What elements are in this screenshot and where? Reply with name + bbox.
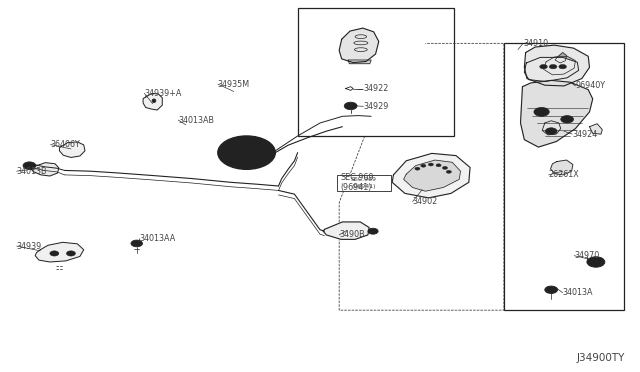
Circle shape — [540, 64, 547, 69]
Polygon shape — [550, 160, 573, 175]
Circle shape — [545, 128, 557, 135]
Circle shape — [436, 164, 441, 167]
Text: 34902: 34902 — [413, 197, 438, 206]
Text: 34013B: 34013B — [17, 167, 47, 176]
Bar — [298, 8, 454, 136]
Text: 34013AA: 34013AA — [140, 234, 176, 243]
Circle shape — [561, 116, 573, 123]
Circle shape — [67, 251, 76, 256]
Text: SEC.969
(96941): SEC.969 (96941) — [351, 177, 377, 189]
Text: 34939+A: 34939+A — [145, 89, 182, 98]
Polygon shape — [143, 93, 163, 110]
Circle shape — [420, 164, 426, 167]
Circle shape — [559, 64, 566, 69]
Text: 26261X: 26261X — [548, 170, 579, 179]
Circle shape — [534, 108, 549, 116]
Ellipse shape — [152, 99, 156, 103]
Circle shape — [50, 251, 59, 256]
Polygon shape — [524, 57, 579, 81]
Text: 34922: 34922 — [364, 84, 389, 93]
Circle shape — [587, 257, 605, 267]
Circle shape — [344, 102, 357, 110]
Text: 34939: 34939 — [17, 241, 42, 250]
Polygon shape — [542, 121, 561, 135]
Text: SEC.969
(96941): SEC.969 (96941) — [340, 173, 374, 192]
Circle shape — [228, 142, 264, 163]
Polygon shape — [31, 163, 59, 176]
Text: 34910: 34910 — [523, 39, 548, 48]
Circle shape — [131, 240, 143, 247]
Circle shape — [368, 228, 378, 234]
Circle shape — [218, 136, 275, 169]
Bar — [504, 43, 624, 310]
Text: 36406Y: 36406Y — [51, 140, 80, 149]
Text: 34013A: 34013A — [563, 288, 593, 297]
Polygon shape — [524, 45, 589, 86]
Text: 96940Y: 96940Y — [575, 81, 605, 90]
Polygon shape — [404, 160, 461, 191]
Polygon shape — [520, 80, 593, 147]
Text: 3490B: 3490B — [339, 230, 365, 240]
Polygon shape — [339, 28, 379, 62]
Text: 34935M: 34935M — [218, 80, 250, 89]
Polygon shape — [348, 60, 371, 64]
Circle shape — [446, 170, 451, 173]
Circle shape — [591, 259, 601, 265]
Polygon shape — [589, 124, 602, 134]
Polygon shape — [392, 153, 470, 198]
Polygon shape — [323, 222, 369, 239]
Circle shape — [23, 162, 36, 169]
Text: 34929: 34929 — [364, 102, 389, 111]
Polygon shape — [555, 52, 566, 63]
Polygon shape — [60, 142, 85, 157]
Polygon shape — [35, 242, 84, 262]
Circle shape — [442, 166, 447, 169]
Text: 34970: 34970 — [574, 251, 600, 260]
Circle shape — [549, 64, 557, 69]
Circle shape — [415, 167, 420, 170]
Text: 34924: 34924 — [572, 129, 598, 139]
FancyBboxPatch shape — [337, 175, 391, 191]
Polygon shape — [543, 56, 575, 75]
Circle shape — [545, 286, 557, 294]
Text: 34013AB: 34013AB — [178, 116, 214, 125]
Text: J34900TY: J34900TY — [577, 353, 625, 363]
Circle shape — [428, 163, 433, 166]
